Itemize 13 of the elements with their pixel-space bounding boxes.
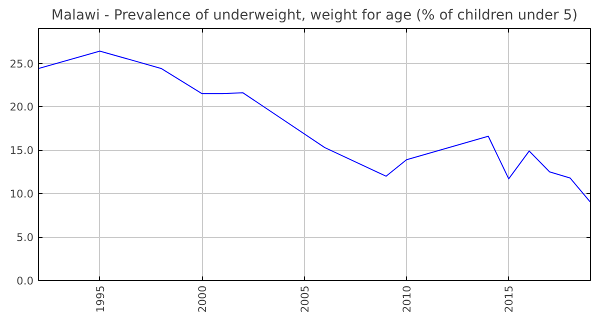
x-tick-label: 1995 [94, 285, 107, 313]
x-tick-label: 2005 [298, 285, 312, 313]
y-tick-label: 5.0 [16, 231, 34, 244]
y-tick-label: 0.0 [16, 274, 34, 288]
x-tick-label: 2000 [196, 285, 210, 313]
y-tick-label: 15.0 [10, 144, 34, 158]
chart-title: Malawi - Prevalence of underweight, weight for age (% of children under 5) [51, 8, 578, 24]
y-tick-label: 10.0 [10, 188, 34, 201]
y-tick-label: 25.0 [10, 57, 34, 70]
x-tick-label: 2010 [400, 285, 414, 313]
line-series [38, 50, 590, 203]
x-tick-label: 2015 [502, 285, 516, 313]
y-tick-label: 20.0 [10, 100, 34, 114]
